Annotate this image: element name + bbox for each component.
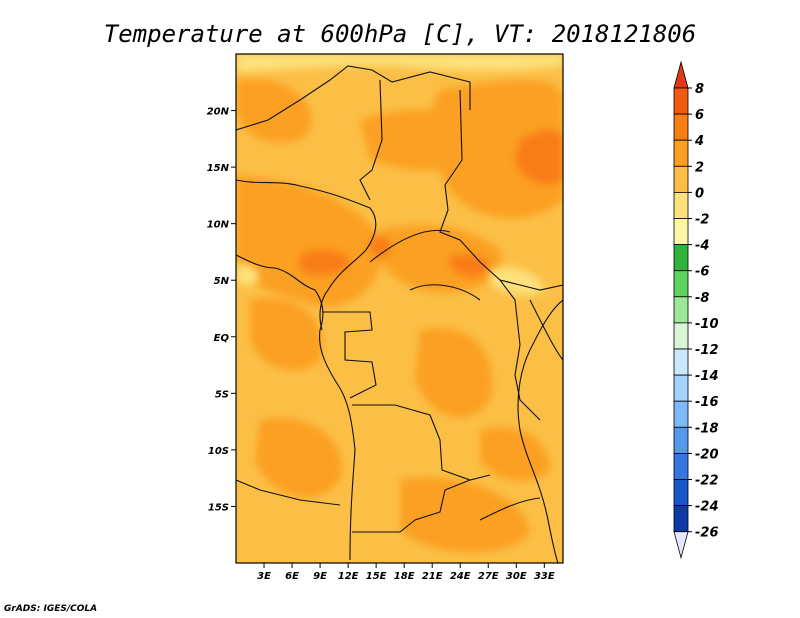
hot-spot [300,249,350,276]
x-tick-label: 21E [422,571,443,582]
colorbar-bin [673,139,689,167]
y-tick-label: 15N [207,163,230,174]
x-axis: 3E 6E 9E 12E 15E 18E 21E 24E 27E 30E 33E [257,563,555,582]
cool-edge [236,54,563,72]
colorbar-label: -6 [695,265,709,280]
colorbar-label: -26 [695,526,719,541]
x-tick-label: 30E [506,571,527,582]
x-tick-label: 6E [285,571,299,582]
colorbar-label: -10 [695,317,719,332]
temperature-field [236,54,563,563]
hot-spot [448,254,490,277]
colorbar-bin [673,505,689,533]
colorbar-bin [673,374,689,402]
colorbar-label: 6 [695,108,704,123]
cool-edge [236,264,259,286]
field-hot-spots [300,129,563,277]
colorbar-bin [673,479,689,507]
warm-patch [480,427,550,481]
border [322,311,377,399]
colorbar-label: -22 [695,474,719,489]
y-tick-label: 20N [207,107,230,118]
colorbar-bin [673,165,689,193]
field-cool-edges [236,54,563,296]
colorbar-label: -8 [695,291,709,306]
y-tick-label: 5S [215,389,229,400]
colorbar-bin [673,296,689,324]
colorbar-label: -18 [695,421,719,436]
x-tick-label: 27E [478,571,499,582]
colorbar-label: 0 [695,186,704,201]
colorbar-label: -2 [695,213,709,228]
x-tick-label: 9E [313,571,327,582]
x-tick-label: 3E [257,571,271,582]
colorbar-label: -4 [695,239,709,254]
y-tick-label: EQ [214,333,230,344]
border [236,479,341,506]
colorbar-label: -12 [695,343,719,358]
colorbar-label: -14 [695,369,719,384]
warm-patch [415,328,492,418]
hot-spot [515,129,563,184]
colorbar-label: 2 [695,160,704,175]
warm-patch [400,477,530,553]
x-tick-label: 12E [338,571,359,582]
colorbar: 8 6 4 2 0 -2 -4 -6 -8 -10 -12 -14 -16 -18 -20 -22 -24 -26 [673,60,719,560]
coastline-west [236,254,356,561]
colorbar-bin [673,322,689,350]
warm-patch [429,80,563,219]
y-tick-label: 15S [208,502,229,513]
colorbar-label: -16 [695,395,719,410]
colorbar-label: 8 [695,82,704,97]
colorbar-label: -20 [695,447,719,462]
y-tick-label: 5N [214,276,230,287]
colorbar-bin [673,452,689,480]
border [439,89,563,291]
colorbar-bin [673,218,689,246]
hot-spot [370,236,391,258]
colorbar-bin [673,348,689,376]
coastline-east [517,299,563,563]
chart-title: Temperature at 600hPa [C], VT: 201812180… [104,20,696,48]
border [236,65,471,131]
colorbar-bin [673,244,689,272]
grads-credit: GrADS: IGES/COLA [4,604,98,614]
border [369,229,451,263]
x-tick-label: 33E [534,571,555,582]
colorbar-bin [673,270,689,298]
x-tick-label: 15E [366,571,387,582]
border [529,299,563,361]
colorbar-cap-bottom [673,531,689,560]
border [236,179,377,331]
border [499,279,541,421]
colorbar-bin [673,400,689,428]
y-tick-label: 10S [208,446,229,457]
map-frame [235,53,564,564]
x-tick-label: 18E [394,571,415,582]
border [359,79,383,201]
y-axis: 20N 15N 10N 5N EQ 5S 10S 15S [207,107,236,513]
colorbar-bin [673,87,689,115]
x-tick-label: 24E [450,571,471,582]
border [352,479,471,533]
colorbar-label: 4 [694,134,704,149]
warm-patch [236,78,312,143]
colorbar-bin [673,113,689,141]
map-borders [236,65,563,563]
colorbar-bin [673,191,689,219]
colorbar-cap-top [673,60,689,89]
y-tick-label: 10N [207,220,230,231]
colorbar-bin [673,426,689,454]
warm-patch [236,175,382,307]
warm-patch [255,418,342,498]
border [479,497,541,521]
colorbar-label: -24 [695,500,719,515]
warm-patch [250,298,322,371]
border [409,284,481,301]
